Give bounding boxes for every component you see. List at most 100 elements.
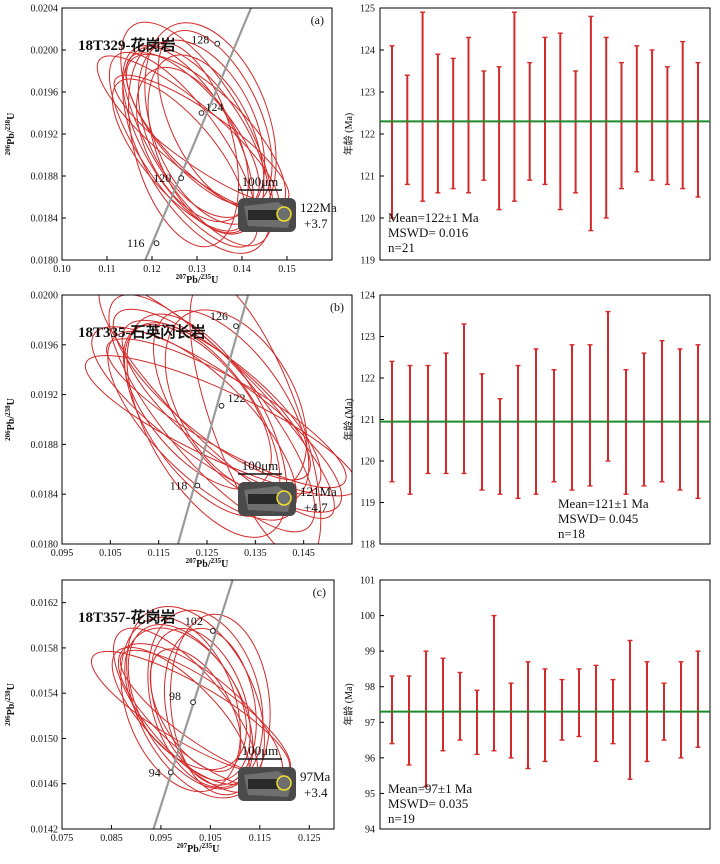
y-axis-label: 年龄 (Ma) xyxy=(342,398,355,441)
y-tick-label: 0.0192 xyxy=(31,130,59,141)
y-tick-label: 118 xyxy=(360,540,375,551)
concordia-age-marker xyxy=(167,769,174,776)
n-text: n=18 xyxy=(558,526,585,541)
sample-name: 18T335-石英闪长岩 xyxy=(78,323,206,341)
error-ellipse xyxy=(122,45,272,254)
concordia-age-marker xyxy=(209,628,216,634)
x-axis-label: 207Pb/235U xyxy=(186,557,229,570)
concordia-age-marker xyxy=(198,110,205,116)
age-error-bar xyxy=(435,53,441,194)
concordia-age-marker xyxy=(214,40,221,47)
scale-bar-label: 100μm xyxy=(242,743,279,758)
error-ellipse xyxy=(108,51,259,248)
y-tick-label: 122 xyxy=(360,130,375,141)
mswd-text: MSWD= 0.035 xyxy=(388,796,468,811)
age-error-bar xyxy=(491,614,497,752)
y-tick-label: 120 xyxy=(360,457,375,468)
concordia-curve xyxy=(176,295,250,544)
y-tick-label: 0.0180 xyxy=(31,256,59,267)
x-tick-label: 0.095 xyxy=(51,548,74,559)
x-tick-label: 0.12 xyxy=(143,264,161,275)
y-tick-label: 0.0200 xyxy=(31,46,59,57)
concordia-age-label: 116 xyxy=(127,236,145,250)
y-tick-label: 100 xyxy=(360,611,375,622)
error-ellipse xyxy=(163,627,257,786)
age-error-bar xyxy=(511,11,517,202)
x-tick-label: 0.105 xyxy=(99,548,122,559)
y-tick-label: 0.0158 xyxy=(31,643,59,654)
scale-bar-label: 100μm xyxy=(242,174,279,189)
mswd-text: MSWD= 0.045 xyxy=(558,511,638,526)
y-tick-label: 0.0192 xyxy=(31,390,59,401)
age-error-bar xyxy=(573,70,579,194)
y-tick-label: 0.0188 xyxy=(31,172,59,183)
age-error-bar xyxy=(542,36,548,186)
age-error-bar xyxy=(677,348,683,491)
age-error-bar xyxy=(551,369,557,483)
x-tick-label: 0.075 xyxy=(51,833,74,844)
concordia-age-label: 126 xyxy=(210,309,228,323)
x-tick-label: 0.11 xyxy=(98,264,115,275)
age-error-bar xyxy=(407,364,413,495)
spot-error: +3.7 xyxy=(304,216,328,231)
age-error-bar xyxy=(497,398,503,495)
age-error-bar xyxy=(515,364,521,500)
panel-label: (b) xyxy=(330,300,344,314)
y-tick-label: 0.0180 xyxy=(31,540,59,551)
age-error-bar xyxy=(389,675,395,745)
error-ellipse xyxy=(98,295,335,519)
error-ellipse xyxy=(126,313,288,538)
zircon-grain-image xyxy=(238,767,296,801)
age-error-bar xyxy=(605,310,611,462)
age-error-bar xyxy=(525,661,531,770)
concordia-age-label: 120 xyxy=(153,171,171,185)
age-panel-1: 118 119 120 121 122 123 124 年龄 (Ma) Mean=121±1 M… xyxy=(342,291,711,551)
sample-name: 18T357-花岗岩 xyxy=(78,608,176,626)
x-axis-label: 207Pb/235U xyxy=(177,842,220,855)
analysis-spot xyxy=(276,775,292,791)
age-panel-0: 119 120 121 122 123 124 125 年龄 (Ma) Mean=122±1 M… xyxy=(342,4,711,267)
y-tick-label: 0.0146 xyxy=(31,779,59,790)
age-error-bar xyxy=(678,661,684,759)
age-error-bar xyxy=(587,344,593,487)
age-error-bar xyxy=(481,70,487,181)
y-tick-label: 0.0204 xyxy=(31,4,59,15)
concordia-age-label: 102 xyxy=(185,614,203,628)
y-axis-label: 年龄 (Ma) xyxy=(342,683,355,726)
age-error-bar xyxy=(461,323,467,475)
error-ellipse xyxy=(149,648,242,772)
age-error-bar xyxy=(659,339,665,483)
y-tick-label: 124 xyxy=(360,291,375,302)
error-ellipse xyxy=(169,613,271,796)
concordia-panel-1: 118 122 126 0.095 0.105 0.115 0.125 0.135 0.145 0… xyxy=(4,291,353,570)
age-error-bar xyxy=(508,682,514,759)
y-tick-label: 99 xyxy=(365,647,375,658)
zircon-grain-image xyxy=(238,198,296,232)
age-error-bar xyxy=(450,57,456,190)
y-tick-label: 123 xyxy=(360,88,375,99)
zircon-grain-image xyxy=(238,482,296,516)
age-error-bar xyxy=(389,45,395,219)
y-tick-label: 0.0196 xyxy=(31,340,59,351)
sample-name: 18T329-花岗岩 xyxy=(78,36,176,54)
plot-frame xyxy=(61,579,335,830)
concordia-age-label: 124 xyxy=(206,100,224,114)
plot-frame xyxy=(379,579,711,830)
age-error-bar xyxy=(627,639,633,780)
spot-age: 121Ma xyxy=(300,484,337,499)
x-tick-label: 0.135 xyxy=(244,548,267,559)
age-error-bar xyxy=(425,364,431,475)
concordia-age-marker xyxy=(194,482,201,489)
y-tick-label: 94 xyxy=(365,825,375,836)
error-ellipse xyxy=(112,308,311,481)
y-tick-label: 96 xyxy=(365,753,375,764)
age-error-bar xyxy=(466,36,471,194)
age-error-bar xyxy=(695,61,701,198)
y-axis-label: 206Pb/238U xyxy=(4,683,17,726)
y-tick-label: 95 xyxy=(365,789,375,800)
concordia-age-label: 94 xyxy=(149,765,161,779)
y-tick-label: 121 xyxy=(360,415,375,426)
error-ellipse xyxy=(147,54,265,235)
concordia-age-marker xyxy=(178,175,185,182)
